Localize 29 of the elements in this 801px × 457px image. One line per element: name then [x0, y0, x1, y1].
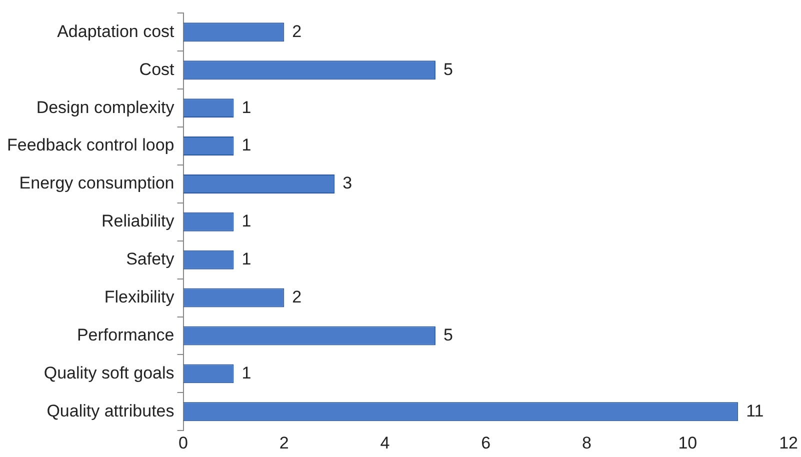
x-tick-label: 8	[582, 433, 592, 452]
x-tick-label: 4	[380, 433, 390, 452]
y-tick-label: Safety	[126, 250, 175, 269]
data-label: 2	[292, 22, 302, 41]
x-tick-label: 12	[779, 433, 798, 452]
y-tick-label: Quality soft goals	[44, 363, 174, 382]
data-label: 1	[242, 136, 252, 155]
y-tick-label: Flexibility	[104, 287, 175, 306]
y-tick-label: Performance	[76, 325, 174, 344]
data-label: 1	[242, 363, 252, 382]
y-tick-label: Adaptation cost	[57, 22, 175, 41]
y-tick-label: Cost	[139, 60, 175, 79]
x-tick-label: 2	[279, 433, 289, 452]
y-tick-label: Reliability	[102, 212, 175, 231]
data-label: 5	[443, 325, 453, 344]
y-tick-label: Design complexity	[36, 98, 175, 117]
data-label: 2	[292, 287, 302, 306]
data-label: 1	[242, 98, 252, 117]
data-label: 3	[342, 174, 352, 193]
data-label: 11	[746, 401, 764, 420]
x-tick-label: 6	[481, 433, 491, 452]
x-tick-label: 10	[678, 433, 698, 452]
y-tick-label: Feedback control loop	[6, 136, 174, 155]
data-label: 1	[242, 212, 252, 231]
x-tick-label: 0	[178, 433, 188, 452]
y-tick-label: Quality attributes	[46, 401, 174, 420]
y-tick-label: Energy consumption	[19, 174, 174, 193]
data-label: 1	[242, 250, 252, 269]
data-label: 5	[443, 60, 453, 79]
